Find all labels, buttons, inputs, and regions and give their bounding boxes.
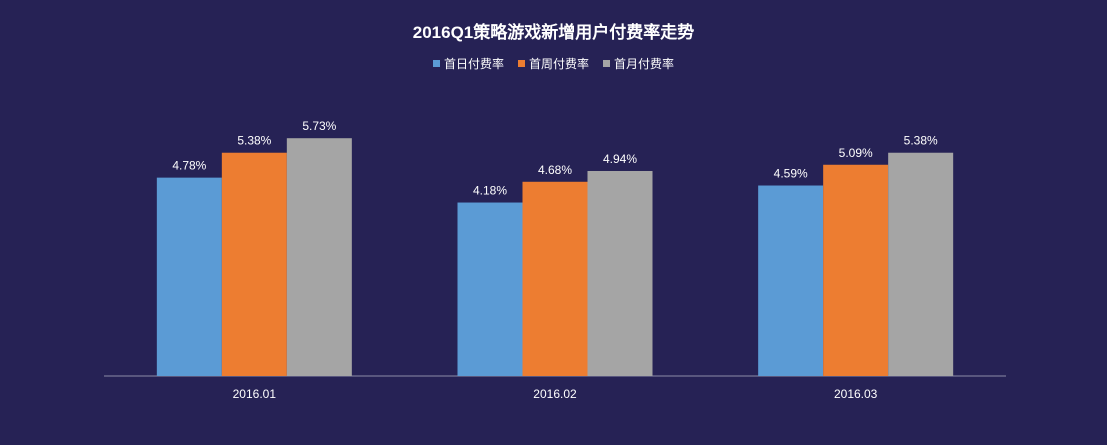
bar-first-week-2016.03 xyxy=(823,164,889,376)
bar-first-day-2016.03 xyxy=(758,185,824,376)
legend-label-first-month: 首月付费率 xyxy=(614,57,675,71)
data-label-first-month-2016.03: 5.38% xyxy=(904,134,938,148)
bar-first-week-2016.01 xyxy=(221,152,287,376)
legend-swatch-first-day xyxy=(432,60,440,67)
x-tick-label-2016.01: 2016.01 xyxy=(233,387,277,401)
legend-item-first-day: 首日付费率 xyxy=(432,55,504,72)
bar-first-month-2016.01 xyxy=(286,138,352,376)
data-label-first-day-2016.03: 4.59% xyxy=(774,167,808,181)
legend-item-first-week: 首周付费率 xyxy=(517,55,589,72)
bar-first-month-2016.03 xyxy=(888,152,954,376)
bar-first-month-2016.02 xyxy=(587,170,653,376)
chart-title: 2016Q1策略游戏新增用户付费率走势 xyxy=(412,23,695,42)
legend: 首日付费率 首周付费率 首月付费率 xyxy=(0,55,1107,72)
bar-first-day-2016.01 xyxy=(156,177,222,376)
data-label-first-week-2016.02: 4.68% xyxy=(538,163,572,177)
data-label-first-week-2016.01: 5.38% xyxy=(237,134,271,148)
data-label-first-day-2016.01: 4.78% xyxy=(172,159,206,173)
data-label-first-month-2016.01: 5.73% xyxy=(302,119,336,133)
data-label-first-day-2016.02: 4.18% xyxy=(473,184,507,198)
legend-item-first-month: 首月付费率 xyxy=(603,55,674,72)
data-label-first-month-2016.02: 4.94% xyxy=(603,152,637,166)
legend-label-first-day: 首日付费率 xyxy=(443,57,504,71)
data-label-first-week-2016.03: 5.09% xyxy=(839,146,873,160)
x-tick-label-2016.02: 2016.02 xyxy=(533,387,577,401)
legend-swatch-first-week xyxy=(517,60,525,67)
legend-label-first-week: 首周付费率 xyxy=(528,57,589,71)
bar-first-day-2016.02 xyxy=(457,202,523,376)
legend-swatch-first-month xyxy=(603,60,610,67)
bar-first-week-2016.02 xyxy=(522,181,588,376)
x-tick-label-2016.03: 2016.03 xyxy=(834,387,878,401)
